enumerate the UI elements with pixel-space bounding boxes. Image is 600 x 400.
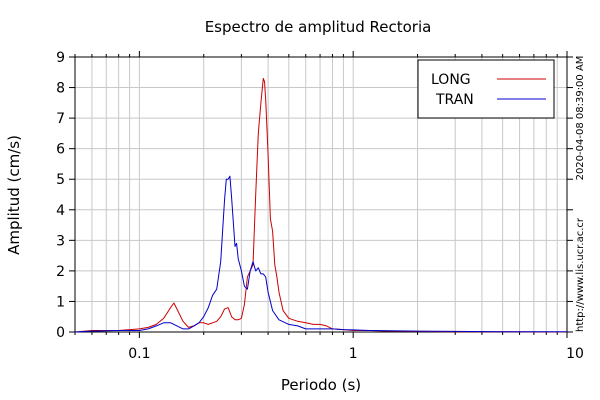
legend: LONG TRAN [417,59,555,119]
axis-ticks [69,51,573,338]
plot-frame [74,56,568,333]
y-tick-label: 7 [56,111,65,127]
y-tick-label: 5 [56,172,65,188]
timestamp-label: 2020-04-08 08:39:00 AM [575,56,586,181]
x-tick-label: 1 [349,346,358,362]
y-tick-label: 6 [56,142,65,158]
legend-label-tran: TRAN [435,92,474,108]
y-tick-label: 9 [56,50,65,66]
chart-title: Espectro de amplitud Rectoria [205,18,432,36]
series-lines [74,77,568,333]
series-line-long [74,77,568,333]
y-tick-label: 0 [56,325,65,341]
tick-labels: 0 1 2 3 4 5 6 7 8 9 0.1 1 10 [56,50,584,362]
x-tick-label: 0.1 [128,346,150,362]
source-url-label: http://www.lis.ucr.ac.cr [575,217,586,332]
y-axis-label: Amplitud (cm/s) [5,135,23,255]
y-tick-label: 8 [56,81,65,97]
legend-box [417,59,555,119]
y-tick-label: 2 [56,264,65,280]
y-tick-label: 4 [56,203,65,219]
series-line-tran [74,175,567,333]
x-tick-label: 10 [566,346,584,362]
x-axis-label: Periodo (s) [281,376,361,394]
grid [74,56,568,333]
legend-label-long: LONG [431,72,471,88]
y-tick-label: 1 [56,294,65,310]
y-tick-label: 3 [56,233,65,249]
